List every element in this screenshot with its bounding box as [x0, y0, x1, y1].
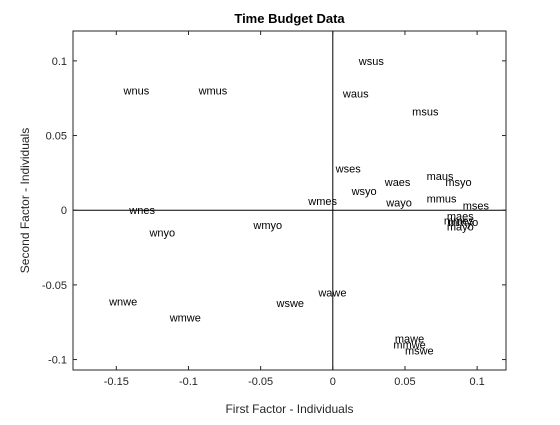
- point-label-mswe: mswe: [405, 346, 434, 358]
- plot-area: [72, 30, 507, 371]
- point-label-wsus: wsus: [358, 56, 385, 68]
- y-axis-label: Second Factor - Individuals: [18, 128, 32, 273]
- y-axis-ticks: -0.1 -0.05 0 0.05 0.1: [42, 56, 506, 367]
- point-label-mses: mses: [463, 201, 490, 213]
- point-label-wnwe: wnwe: [108, 296, 137, 308]
- point-label-wnes: wnes: [128, 205, 155, 217]
- x-tick-label: 0.1: [469, 376, 484, 388]
- point-label-wsyo: wsyo: [351, 186, 377, 198]
- point-label-mawe: mawe: [395, 334, 424, 346]
- x-tick-label: -0.05: [248, 376, 273, 388]
- point-label-wses: wses: [335, 163, 362, 175]
- point-label-wmwe: wmwe: [169, 313, 201, 325]
- point-label-maes: maes: [447, 211, 474, 223]
- x-tick-label: -0.1: [179, 376, 198, 388]
- x-axis-ticks: -0.15 -0.1 -0.05 0 0.05 0.1: [104, 31, 485, 388]
- x-tick-label: 0.05: [394, 376, 415, 388]
- reference-lines: [73, 31, 506, 370]
- chart-title: Time Budget Data: [234, 11, 345, 26]
- x-tick-label: -0.15: [104, 376, 129, 388]
- y-tick-label: 0.05: [46, 131, 67, 143]
- y-tick-label: -0.05: [42, 280, 67, 292]
- y-tick-label: -0.1: [48, 355, 67, 367]
- point-label-wswe: wswe: [276, 298, 305, 310]
- point-label-wnyo: wnyo: [148, 228, 175, 240]
- point-label-mayo: mayo: [447, 222, 474, 234]
- point-label-mmyo: mmyo: [448, 217, 478, 229]
- point-label-waes: waes: [384, 177, 411, 189]
- point-label-msus: msus: [412, 107, 439, 119]
- point-label-wmus: wmus: [198, 86, 228, 98]
- point-label-waus: waus: [342, 89, 369, 101]
- point-label-wawe: wawe: [317, 287, 346, 299]
- y-tick-label: 0.1: [52, 56, 67, 68]
- point-label-wmyo: wmyo: [252, 220, 282, 232]
- point-label-mmus: mmus: [427, 193, 457, 205]
- point-label-mmwe: mmwe: [393, 340, 425, 352]
- x-tick-label: 0: [330, 376, 336, 388]
- point-label-msyo: msyo: [445, 177, 471, 189]
- point-label-maus: maus: [427, 171, 454, 183]
- x-axis-label: First Factor - Individuals: [225, 402, 353, 416]
- point-label-wnus: wnus: [123, 86, 150, 98]
- point-label-wmes: wmes: [307, 196, 337, 208]
- point-labels: wsus wnus wmus waus msus wses maus waes msyo wsyo…: [108, 56, 489, 358]
- y-tick-label: 0: [61, 205, 67, 217]
- point-label-mmes: mmes: [444, 216, 474, 228]
- point-label-wayo: wayo: [385, 198, 412, 210]
